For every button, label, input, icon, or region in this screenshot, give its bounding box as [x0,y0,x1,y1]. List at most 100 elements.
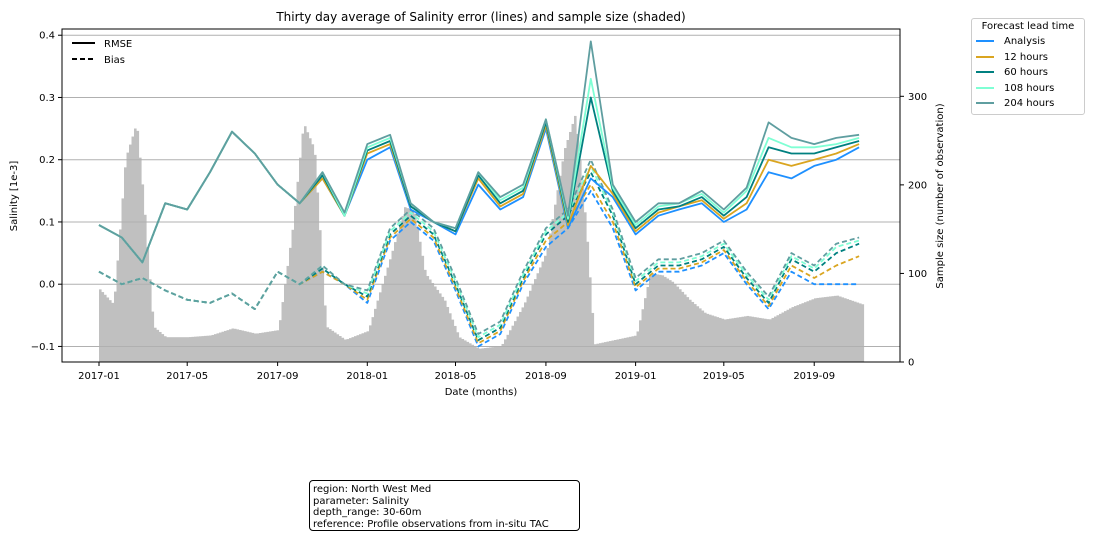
sample-size-bar [281,302,285,362]
series-line-rmse-108-hours [98,77,860,264]
sample-size-bar [171,337,175,362]
sample-size-bar [571,123,575,362]
y2-axis-label: Sample size (number of observation) [935,103,946,288]
x-tick-label: 2018-09 [525,371,567,382]
sample-size-bar [416,227,420,362]
sample-size-bar [816,297,820,362]
series-line-rmse-12-hours [98,124,860,264]
sample-size-bar [339,336,342,362]
sample-size-bar [859,303,862,362]
sample-size-bar [759,317,762,362]
sample-size-bar [396,233,400,362]
sample-size-bar [779,313,782,362]
sample-size-bar [99,289,102,362]
sample-size-bar [726,319,730,362]
sample-size-bar [834,295,837,362]
sample-size-bar [174,337,177,362]
sample-size-bar [319,230,322,362]
legend-entry-204h: 204 hours [976,97,1054,111]
sample-size-bar [489,347,492,362]
sample-size-bar [561,161,565,362]
sample-size-bar [344,339,347,362]
sample-size-bar [714,316,717,362]
sample-size-bar [739,317,742,362]
sample-size-bar [476,347,480,362]
y-tick-label: 0.4 [39,31,55,42]
sample-size-bar [196,336,200,362]
sample-size-bar [609,341,612,362]
sample-size-bar [259,333,262,362]
sample-size-bar [334,332,337,362]
style-legend: RMSE Bias [72,39,132,66]
sample-size-bar [586,241,590,362]
sample-size-bar [679,289,682,362]
y2-axis-ticks: 0 100 200 300 [900,92,927,369]
sample-size-bar [809,300,812,362]
sample-size-bar [546,247,550,362]
sample-size-bar [681,291,685,362]
sample-size-bar [544,255,547,362]
sample-size-bar [531,284,535,362]
sample-size-bar [569,131,572,362]
sample-size-bar [606,341,610,362]
sample-size-bar [254,333,257,362]
sample-size-bar [694,304,697,362]
sample-size-bar [189,337,192,362]
sample-size-bar [829,296,832,362]
sample-size-bar [599,343,602,362]
sample-size-bar [164,336,167,362]
sample-size-bar [451,319,455,362]
sample-size-bar [234,328,237,362]
sample-size-bar [614,339,617,362]
sample-size-bar [449,313,452,362]
sample-size-bar [791,307,795,362]
sample-size-bar [646,287,650,362]
sample-size-bar [214,334,217,362]
sample-size-bar [836,295,840,362]
sample-size-bar [286,265,290,362]
sample-size-bar [631,336,635,362]
sample-size-bar [144,214,147,362]
sample-size-bar [346,339,350,362]
legend-entry-60h: 60 hours [976,66,1048,80]
sample-size-bar [306,132,310,362]
sample-size-bar [524,302,527,362]
sample-size-bar [454,325,457,362]
sample-size-bar [659,274,662,362]
sample-size-bar [116,260,120,362]
sample-size-bar [706,313,710,362]
sample-size-bar [814,298,817,362]
sample-size-bar [719,317,722,362]
sample-size-bar [299,157,302,362]
sample-size-bar [686,297,690,362]
sample-size-bar [551,219,555,362]
sample-size-bar [391,250,395,362]
sample-size-bar [496,346,500,362]
sample-size-bar [486,347,490,362]
sample-size-bar [386,267,390,362]
sample-size-bar [146,247,150,362]
chart-title: Thirty day average of Salinity error (li… [275,10,685,24]
sample-size-bar [559,175,562,362]
sample-size-bar [564,148,567,362]
x-tick-label: 2019-09 [793,371,835,382]
sample-size-bar [839,296,842,362]
sample-size-bar [709,314,712,362]
sample-size-bar [689,299,692,362]
sample-size-bar [574,115,577,362]
sample-size-bar [199,336,202,362]
sample-size-bar [741,316,745,362]
sample-size-bar [541,261,545,362]
sample-size-bar [424,269,427,362]
sample-size-bar [676,286,680,362]
sample-size-bar [604,342,607,362]
sample-size-bar [249,332,252,362]
sample-size-bar [201,336,205,362]
sample-size-bar [351,337,355,362]
y2-tick-label: 100 [908,269,927,280]
sample-size-bar [629,336,632,362]
style-legend-rmse: RMSE [104,39,132,50]
x-axis-label: Date (months) [445,387,518,398]
sample-size-bar [264,332,267,362]
y2-tick-label: 300 [908,92,927,103]
